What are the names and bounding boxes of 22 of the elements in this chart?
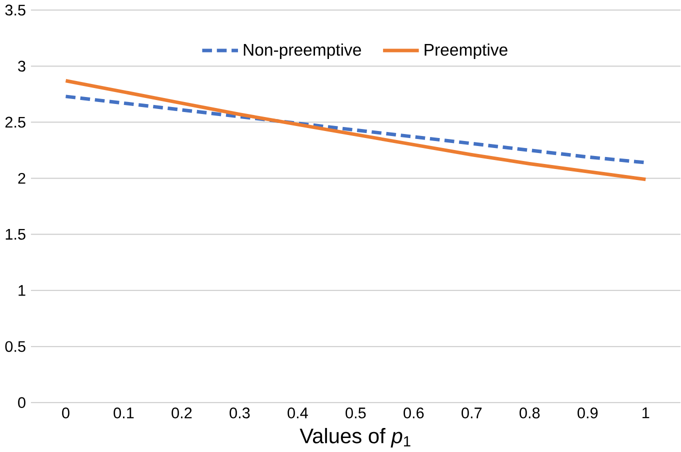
x-tick-label: 1 bbox=[642, 407, 650, 418]
x-tick-label: 0.7 bbox=[462, 407, 482, 418]
x-axis-title: Values of p$_{1}$ bbox=[300, 428, 410, 448]
x-tick-label: 0.6 bbox=[404, 407, 424, 418]
x-tick-label: 0.5 bbox=[346, 407, 366, 418]
y-tick-label: 0 bbox=[18, 397, 26, 408]
x-tick-label: 0.8 bbox=[520, 407, 540, 418]
y-tick-label: 2 bbox=[18, 172, 26, 184]
x-tick-label: 0.9 bbox=[578, 407, 598, 418]
x-tick-label: 0 bbox=[62, 407, 70, 418]
x-tick-label: 0.2 bbox=[172, 407, 192, 418]
y-tick-label: 0.5 bbox=[5, 341, 26, 352]
y-tick-label: 1 bbox=[18, 285, 26, 296]
legend-label: Preemptive bbox=[424, 43, 508, 59]
x-tick-label: 0.1 bbox=[114, 407, 134, 418]
legend-label: Non-preemptive bbox=[244, 43, 361, 59]
x-tick-label: 0.4 bbox=[288, 407, 308, 418]
y-tick-label: 2.5 bbox=[5, 116, 26, 128]
y-tick-label: 3 bbox=[18, 60, 26, 72]
x-tick-label: 0.3 bbox=[230, 407, 250, 418]
y-tick-label: 1.5 bbox=[6, 228, 26, 240]
y-tick-label: 3.5 bbox=[5, 4, 26, 16]
